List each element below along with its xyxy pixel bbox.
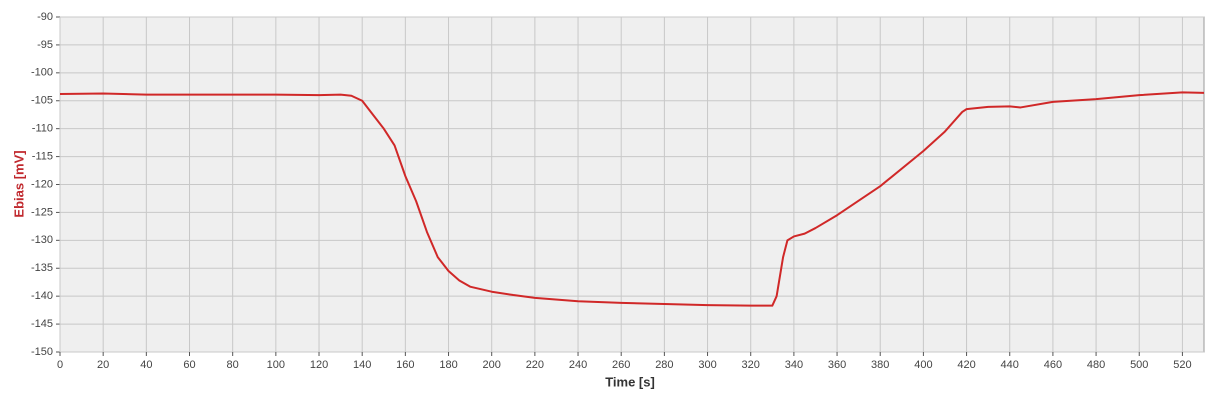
y-tick-label: -105 <box>31 95 53 107</box>
x-tick-label: 0 <box>57 359 63 371</box>
x-tick-label: 140 <box>353 359 371 371</box>
y-tick-label: -100 <box>31 67 53 79</box>
x-tick-label: 260 <box>612 359 630 371</box>
x-tick-label: 480 <box>1087 359 1105 371</box>
x-tick-label: 20 <box>97 359 109 371</box>
x-tick-label: 340 <box>785 359 803 371</box>
x-tick-label: 320 <box>742 359 760 371</box>
y-tick-label: -120 <box>31 178 53 190</box>
x-tick-label: 240 <box>569 359 587 371</box>
x-tick-label: 40 <box>140 359 152 371</box>
y-axis-label: Ebias [mV] <box>11 150 26 217</box>
x-tick-label: 440 <box>1001 359 1019 371</box>
y-tick-label: -125 <box>31 206 53 218</box>
x-tick-label: 400 <box>914 359 932 371</box>
x-tick-label: 380 <box>871 359 889 371</box>
x-tick-label: 220 <box>526 359 544 371</box>
y-tick-label: -95 <box>37 39 53 51</box>
y-tick-label: -140 <box>31 290 53 302</box>
x-tick-label: 200 <box>483 359 501 371</box>
x-tick-label: 80 <box>227 359 239 371</box>
y-tick-label: -150 <box>31 346 53 358</box>
data-line <box>59 91 1205 307</box>
x-tick-label: 60 <box>183 359 195 371</box>
x-tick-label: 160 <box>396 359 414 371</box>
x-tick-label: 280 <box>655 359 673 371</box>
y-tick-label: -135 <box>31 262 53 274</box>
x-tick-label: 520 <box>1173 359 1191 371</box>
y-tick-label: -110 <box>32 123 53 135</box>
y-tick-label: -115 <box>32 150 53 162</box>
y-tick-label: -145 <box>31 318 53 330</box>
y-tick-label: -90 <box>37 11 53 23</box>
x-tick-label: 100 <box>267 359 285 371</box>
x-tick-label: 180 <box>439 359 457 371</box>
x-tick-label: 120 <box>310 359 328 371</box>
x-tick-label: 460 <box>1044 359 1062 371</box>
x-tick-label: 420 <box>957 359 975 371</box>
x-axis-label: Time [s] <box>605 374 655 389</box>
x-tick-label: 300 <box>698 359 716 371</box>
x-tick-label: 500 <box>1130 359 1148 371</box>
y-tick-label: -130 <box>31 234 53 246</box>
x-tick-label: 360 <box>828 359 846 371</box>
